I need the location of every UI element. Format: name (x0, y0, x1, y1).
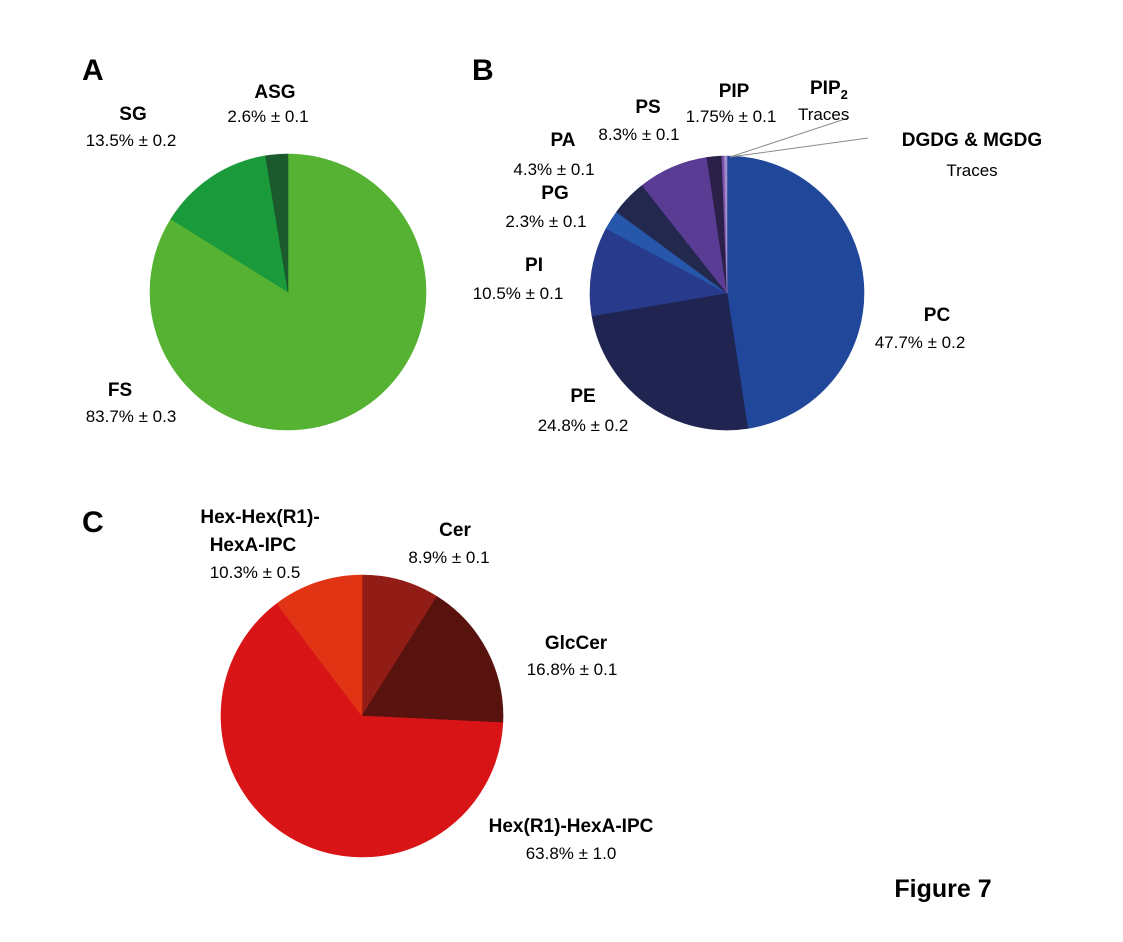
pie-slice-pe (591, 292, 749, 431)
leader-line-pip2 (729, 117, 849, 158)
slice-label-pip: PIP (719, 81, 750, 102)
pie-slice-hex-hex-r1-hexa-ipc (276, 574, 363, 717)
slice-value-pg: 2.3% ± 0.1 (505, 212, 586, 231)
pie-chart-c (220, 574, 504, 858)
pie-slice-sg (170, 155, 289, 293)
pie-slice-glccer (361, 596, 504, 723)
pie-slice-fs (149, 153, 427, 431)
slice-value-ps: 8.3% ± 0.1 (598, 125, 679, 144)
slice-value-glccer: 16.8% ± 0.1 (527, 660, 618, 679)
slice-value-pip2: Traces (798, 105, 849, 124)
pie-chart-b (589, 155, 865, 431)
pie-slice-pc (726, 155, 865, 429)
slice-label-pg: PG (541, 183, 568, 204)
slice-label-pa: PA (551, 130, 576, 151)
slice-value-fs: 83.7% ± 0.3 (86, 407, 177, 426)
slice-value-sg: 13.5% ± 0.2 (86, 131, 177, 150)
pie-slice-hex-r1-hexa-ipc (220, 603, 504, 858)
slice-label-pip2: PIP2 (810, 78, 848, 102)
slice-label-hex-r1-hexa-ipc: Hex(R1)-HexA-IPC (489, 816, 654, 837)
slice-label-hex-hex-r1-hexa-ipc-line2: HexA-IPC (210, 535, 297, 556)
slice-value-pip: 1.75% ± 0.1 (686, 107, 777, 126)
slice-label-fs: FS (108, 380, 132, 401)
slice-value-cer: 8.9% ± 0.1 (408, 548, 489, 567)
slice-label-asg: ASG (254, 82, 295, 103)
slice-value-dgdg-mgdg: Traces (946, 161, 997, 180)
panel-label-c: C (82, 506, 104, 539)
slice-value-pc: 47.7% ± 0.2 (875, 333, 966, 352)
pie-slice-dgdg-mgdg (724, 155, 728, 294)
leader-line-dgdg-mgdg (729, 137, 869, 158)
pie-slice-pi (589, 228, 728, 317)
figure-caption: Figure 7 (894, 875, 991, 903)
slice-value-pa: 4.3% ± 0.1 (513, 160, 594, 179)
slice-value-asg: 2.6% ± 0.1 (227, 107, 308, 126)
slice-label-pe: PE (570, 386, 595, 407)
slice-value-hex-hex-r1-hexa-ipc: 10.3% ± 0.5 (210, 563, 301, 582)
panel-label-b: B (472, 54, 494, 87)
slice-value-hex-r1-hexa-ipc: 63.8% ± 1.0 (526, 844, 617, 863)
slice-label-dgdg-mgdg: DGDG & MGDG (902, 130, 1042, 151)
slice-label-pi: PI (525, 255, 543, 276)
pie-slice-asg (265, 153, 289, 293)
slice-label-sg: SG (119, 104, 146, 125)
slice-label-ps: PS (635, 97, 660, 118)
slice-label-cer: Cer (439, 520, 471, 541)
slice-label-hex-hex-r1-hexa-ipc-line1: Hex-Hex(R1)- (200, 507, 319, 528)
pie-chart-a (149, 153, 427, 431)
slice-label-glccer: GlcCer (545, 633, 608, 654)
slice-label-pc: PC (924, 305, 951, 326)
panel-label-a: A (82, 54, 104, 87)
slice-value-pi: 10.5% ± 0.1 (473, 284, 564, 303)
slice-value-pe: 24.8% ± 0.2 (538, 416, 629, 435)
